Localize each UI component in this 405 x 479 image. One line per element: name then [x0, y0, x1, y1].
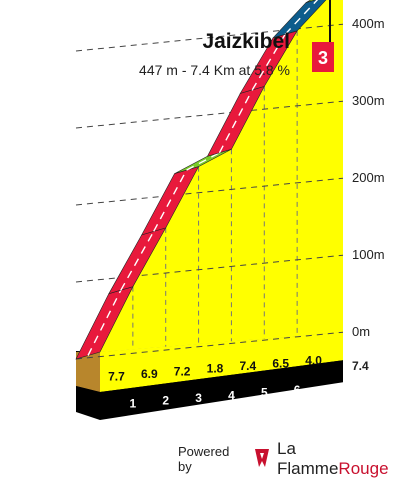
elevation-tick-label: 200m — [352, 170, 385, 185]
front-km-strip — [100, 360, 343, 420]
elevation-gridline-200 — [75, 177, 344, 206]
elevation-gridline-0 — [75, 331, 344, 360]
flamme-rouge-logo-icon — [255, 448, 270, 470]
total-distance-label: 7.4 — [352, 359, 369, 373]
segment-centerline-6 — [251, 33, 286, 91]
segment-centerline-1 — [87, 289, 122, 356]
segment-top-face-8 — [305, 0, 316, 3]
elevation-tick-label: 400m — [352, 16, 385, 31]
brand-name-part2: Rouge — [338, 459, 389, 478]
elevation-tick-label: 300m — [352, 93, 385, 108]
segment-centerline-4 — [186, 152, 220, 171]
gradient-label-4: 1.8 — [207, 362, 224, 376]
km-label-2: 2 — [162, 394, 169, 408]
climb-summary: 447 m - 7.4 Km at 5.8 % — [139, 62, 290, 78]
gradient-label-3: 7.2 — [174, 364, 191, 378]
powered-by-label: Powered by — [178, 444, 230, 474]
climb-title: Jaizkibel — [202, 30, 290, 53]
brand-name-part1: La Flamme — [277, 439, 339, 478]
gradient-label-2: 6.9 — [141, 367, 158, 381]
km-label-6: 6 — [294, 383, 301, 397]
segment-centerline-2 — [120, 231, 155, 291]
gradient-label-1: 7.7 — [108, 370, 125, 384]
elevation-tick-label: 100m — [352, 247, 385, 262]
elevation-tick-label: 0m — [352, 324, 370, 339]
km-label-1: 1 — [130, 396, 137, 410]
gradient-label-6: 6.5 — [272, 356, 289, 370]
gradient-label-7: 4.0 — [305, 354, 322, 368]
brand-name: La FlammeRouge — [277, 439, 405, 479]
km-label-3: 3 — [195, 391, 202, 405]
footer-credit: Powered by La FlammeRouge — [178, 439, 405, 478]
left-side-face — [76, 352, 100, 392]
category-flag-icon — [312, 42, 334, 72]
elevation-gridline-300 — [75, 100, 344, 129]
gradient-label-5: 7.4 — [240, 359, 257, 373]
profile-body — [100, 0, 343, 352]
left-side-base — [76, 386, 100, 420]
front-gradient-strip — [100, 332, 343, 392]
km-label-5: 5 — [261, 386, 268, 400]
category-flag-label: 3 — [318, 48, 328, 68]
segment-centerline-3 — [153, 169, 188, 232]
segment-centerline-5 — [218, 89, 253, 154]
km-label-4: 4 — [228, 388, 235, 402]
